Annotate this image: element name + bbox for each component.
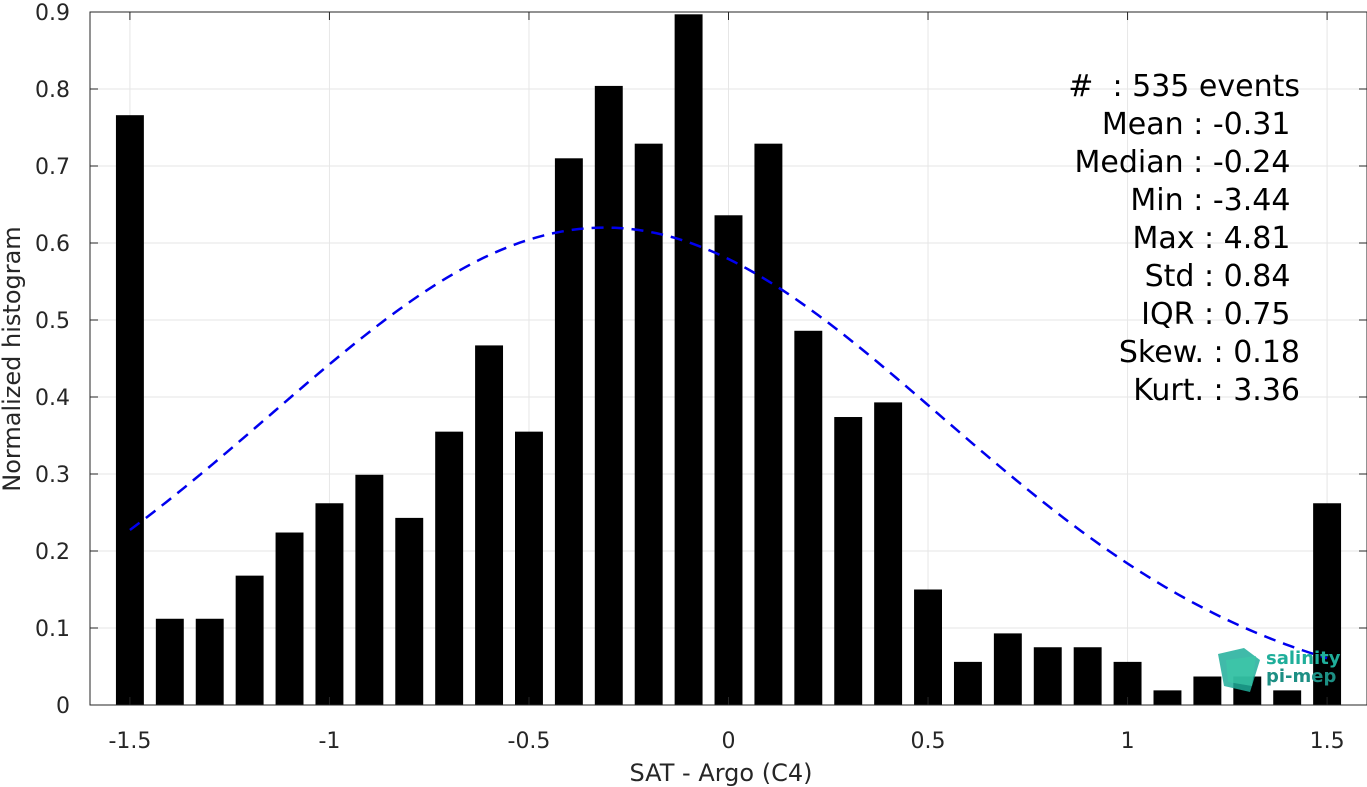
y-tick-label: 0.9 (35, 1, 70, 26)
stat-mean: Mean : -0.31 (1101, 107, 1300, 142)
logo-line2: pi-mep (1266, 666, 1337, 687)
bar (1193, 676, 1222, 705)
bars (115, 14, 1342, 706)
bar (1033, 647, 1062, 705)
x-tick-label: -0.5 (508, 729, 551, 754)
bar (475, 345, 504, 705)
stat-std: Std : 0.84 (1144, 259, 1300, 294)
y-tick-label: 0.3 (35, 463, 70, 488)
bar (195, 618, 224, 705)
bar (355, 474, 384, 705)
bar (594, 85, 623, 706)
bar (1313, 503, 1342, 705)
bar (674, 14, 703, 706)
bar (155, 618, 184, 705)
bar (435, 431, 464, 705)
logo-text: salinity pi-mep (1266, 650, 1341, 686)
bar (315, 503, 344, 705)
bar (714, 215, 743, 705)
x-tick-label: 0.5 (911, 729, 946, 754)
stat-events: # : 535 events (1068, 69, 1300, 104)
y-axis-label: Normalized histogram (0, 226, 26, 491)
y-tick-label: 0.4 (35, 386, 70, 411)
y-tick-label: 0.1 (35, 617, 70, 642)
stat-median: Median : -0.24 (1074, 145, 1300, 180)
salinity-pimep-logo-icon (1218, 648, 1260, 692)
bar (1153, 690, 1182, 705)
bar (834, 417, 863, 705)
bar (554, 158, 583, 706)
bar (1073, 647, 1102, 705)
bar (1273, 690, 1302, 705)
bar (953, 661, 982, 705)
bar (794, 330, 823, 705)
x-tick-label: -1.5 (108, 729, 151, 754)
logo-line1: salinity (1266, 648, 1341, 669)
y-tick-labels: 0 0.1 0.2 0.3 0.4 0.5 0.6 0.7 0.8 0.9 (35, 1, 70, 719)
bar (235, 575, 264, 705)
bar (115, 115, 144, 706)
x-axis-label: SAT - Argo (C4) (630, 759, 813, 787)
stat-min: Min : -3.44 (1130, 183, 1300, 218)
bar (754, 143, 783, 706)
stats-box: # : 535 events Mean : -0.31 Median : -0.… (1000, 68, 1300, 410)
y-tick-label: 0 (56, 694, 70, 719)
y-tick-label: 0.2 (35, 540, 70, 565)
bar (275, 532, 304, 705)
y-tick-label: 0.5 (35, 309, 70, 334)
gaussian-fit-curve (129, 226, 1328, 660)
bar (874, 402, 903, 705)
bar (395, 517, 424, 705)
y-tick-label: 0.7 (35, 155, 70, 180)
x-tick-label: 0 (722, 729, 736, 754)
stat-iqr: IQR : 0.75 (1141, 297, 1300, 332)
bar (515, 431, 543, 705)
stat-max: Max : 4.81 (1132, 221, 1300, 256)
x-tick-label: 1 (1121, 729, 1135, 754)
axis-ticks (90, 11, 1367, 706)
x-tick-labels: -1.5 -1 -0.5 0 0.5 1 1.5 (108, 729, 1344, 754)
y-tick-label: 0.8 (35, 78, 70, 103)
bar (634, 143, 663, 706)
x-tick-label: -1 (318, 729, 340, 754)
stat-skew: Skew. : 0.18 (1118, 335, 1300, 370)
y-tick-label: 0.6 (35, 232, 70, 257)
bar (914, 589, 942, 705)
x-tick-label: 1.5 (1310, 729, 1345, 754)
bar (993, 633, 1022, 705)
stat-kurt: Kurt. : 3.36 (1133, 373, 1300, 408)
